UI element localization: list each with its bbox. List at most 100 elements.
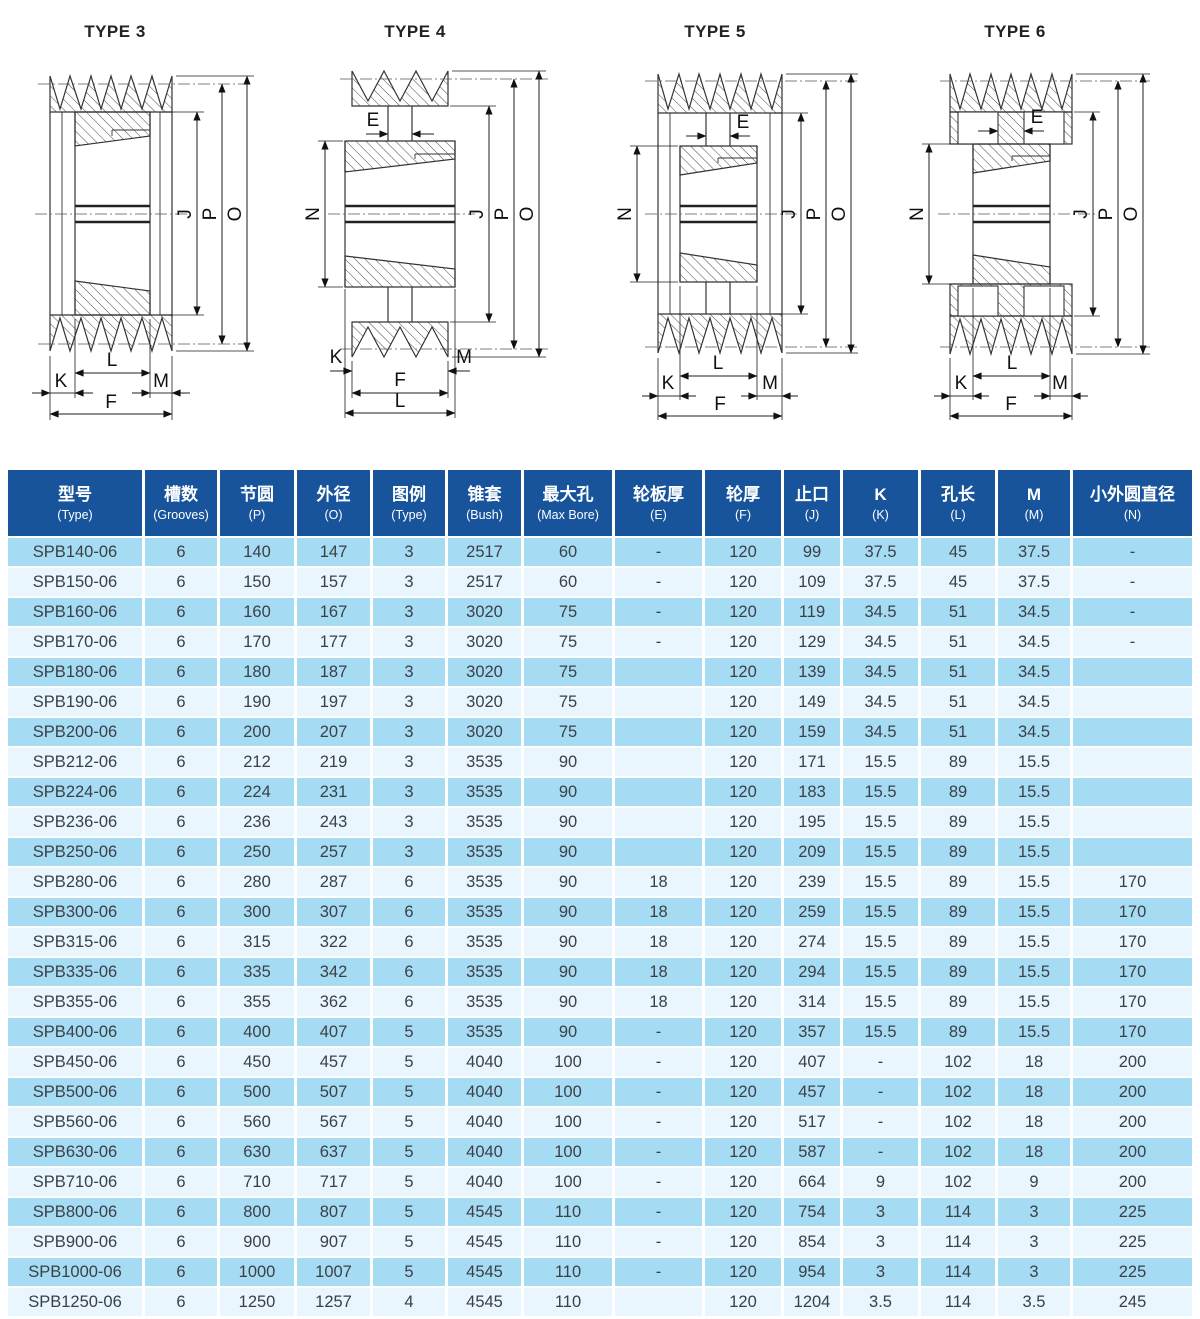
table-row: SPB170-06 6 170 177 3 3020 75-120 129 34.5 51 34.5…: [8, 626, 1192, 656]
table-cell: 854: [784, 1226, 843, 1256]
table-cell: 6: [145, 1016, 220, 1046]
table-cell: [615, 806, 705, 836]
table-cell: 6: [145, 626, 220, 656]
table-cell: 15.5: [998, 986, 1073, 1016]
table-row: SPB900-06 6 900 907 5 4545 110-120 854 3 114 3 225: [8, 1226, 1192, 1256]
table-cell: SPB140-06: [8, 536, 145, 566]
table-row: SPB1000-06 6 1000 1007 5 4545 110-120 954 3 114 3 2…: [8, 1256, 1192, 1286]
table-cell: 120: [705, 1106, 784, 1136]
table-cell: 150: [220, 566, 297, 596]
table-cell: 120: [705, 776, 784, 806]
table-cell: 120: [705, 926, 784, 956]
table-cell: 3020: [448, 626, 524, 656]
pulley-body: [938, 71, 1150, 357]
table-cell: 3535: [448, 836, 524, 866]
table-cell: 231: [297, 776, 373, 806]
table-cell: 15.5: [843, 806, 921, 836]
table-cell: 280: [220, 866, 297, 896]
table-cell: 407: [297, 1016, 373, 1046]
table-cell: 3: [373, 686, 448, 716]
dim-label-k: K: [330, 347, 343, 368]
table-cell: 6: [145, 656, 220, 686]
table-cell: 4040: [448, 1046, 524, 1076]
table-cell: 200: [1073, 1046, 1192, 1076]
table-cell: 34.5: [843, 686, 921, 716]
table-cell: 120: [705, 866, 784, 896]
table-cell: 15.5: [843, 746, 921, 776]
table-cell: SPB335-06: [8, 956, 145, 986]
table-cell: 3020: [448, 686, 524, 716]
table-cell: 1007: [297, 1256, 373, 1286]
dim-label-o: O: [829, 207, 850, 222]
table-cell: 517: [784, 1106, 843, 1136]
table-row: SPB224-06 6 224 231 3 3535 90 120 183 15.5 89 15.5: [8, 776, 1192, 806]
table-cell: 159: [784, 716, 843, 746]
table-row: SPB335-06 6 335 342 6 3535 90 18 120 294 15.5 89 15.…: [8, 956, 1192, 986]
table-row: SPB212-06 6 212 219 3 3535 90 120 171 15.5 89 15.5: [8, 746, 1192, 776]
table-cell: -: [615, 1106, 705, 1136]
table-cell: 170: [220, 626, 297, 656]
table-cell: 34.5: [843, 716, 921, 746]
diagram-title: TYPE 3: [84, 22, 146, 41]
table-cell: 15.5: [843, 956, 921, 986]
dim-label-o: O: [1121, 207, 1142, 222]
table-cell: SPB190-06: [8, 686, 145, 716]
dim-label-p: P: [492, 208, 513, 221]
table-cell: [1073, 776, 1192, 806]
table-cell: 51: [921, 686, 998, 716]
dim-label-m: M: [456, 347, 472, 368]
table-cell: 457: [297, 1046, 373, 1076]
table-cell: 75: [524, 626, 615, 656]
table-cell: 34.5: [998, 596, 1073, 626]
table-row: SPB560-06 6 560 567 5 4040 100-120 517-102 18 200: [8, 1106, 1192, 1136]
table-cell: -: [615, 1076, 705, 1106]
table-cell: 6: [145, 536, 220, 566]
table-row: SPB300-06 6 300 307 6 3535 90 18 120 259 15.5 89 15.…: [8, 896, 1192, 926]
table-cell: 90: [524, 806, 615, 836]
dim-label-f: F: [105, 392, 117, 413]
table-cell: 120: [705, 716, 784, 746]
table-cell: 3: [373, 776, 448, 806]
table-cell: 6: [145, 1106, 220, 1136]
table-cell: 120: [705, 1046, 784, 1076]
table-row: SPB450-06 6 450 457 5 4040 100-120 407-102 18 200: [8, 1046, 1192, 1076]
table-cell: 120: [705, 956, 784, 986]
dim-label-m: M: [762, 373, 778, 394]
dim-label-k: K: [662, 373, 675, 394]
table-cell: -: [1073, 626, 1192, 656]
table-cell: 89: [921, 776, 998, 806]
table-cell: 100: [524, 1076, 615, 1106]
table-cell: 15.5: [998, 866, 1073, 896]
dim-label-f: F: [394, 370, 406, 391]
table-cell: 120: [705, 896, 784, 926]
pulley-drawing-type-3-icon: J P O L K: [32, 73, 254, 420]
table-cell: 3535: [448, 1016, 524, 1046]
table-cell: 717: [297, 1166, 373, 1196]
table-cell: 5: [373, 1106, 448, 1136]
table-cell: 120: [705, 1286, 784, 1316]
table-cell: [1073, 686, 1192, 716]
table-cell: 954: [784, 1256, 843, 1286]
table-cell: 18: [998, 1106, 1073, 1136]
table-cell: 3: [373, 596, 448, 626]
table-cell: 89: [921, 806, 998, 836]
table-cell: 225: [1073, 1196, 1192, 1226]
table-cell: 243: [297, 806, 373, 836]
pulley-drawing-type-4-icon: E N J P O: [303, 69, 548, 418]
table-cell: [615, 656, 705, 686]
dim-label-j: J: [467, 209, 488, 219]
table-cell: 6: [145, 896, 220, 926]
table-cell: 6: [145, 1286, 220, 1316]
table-cell: 120: [705, 806, 784, 836]
table-cell: 357: [784, 1016, 843, 1046]
dim-label-e: E: [737, 112, 750, 133]
column-header: 最大孔 (Max Bore): [524, 470, 615, 536]
table-cell: 6: [145, 986, 220, 1016]
table-cell: SPB630-06: [8, 1136, 145, 1166]
table-cell: SPB180-06: [8, 656, 145, 686]
table-cell: 6: [145, 1046, 220, 1076]
table-row: SPB710-06 6 710 717 5 4040 100-120 664 9 102 9 200: [8, 1166, 1192, 1196]
table-cell: -: [615, 1196, 705, 1226]
table-cell: 120: [705, 626, 784, 656]
table-cell: 3: [998, 1226, 1073, 1256]
